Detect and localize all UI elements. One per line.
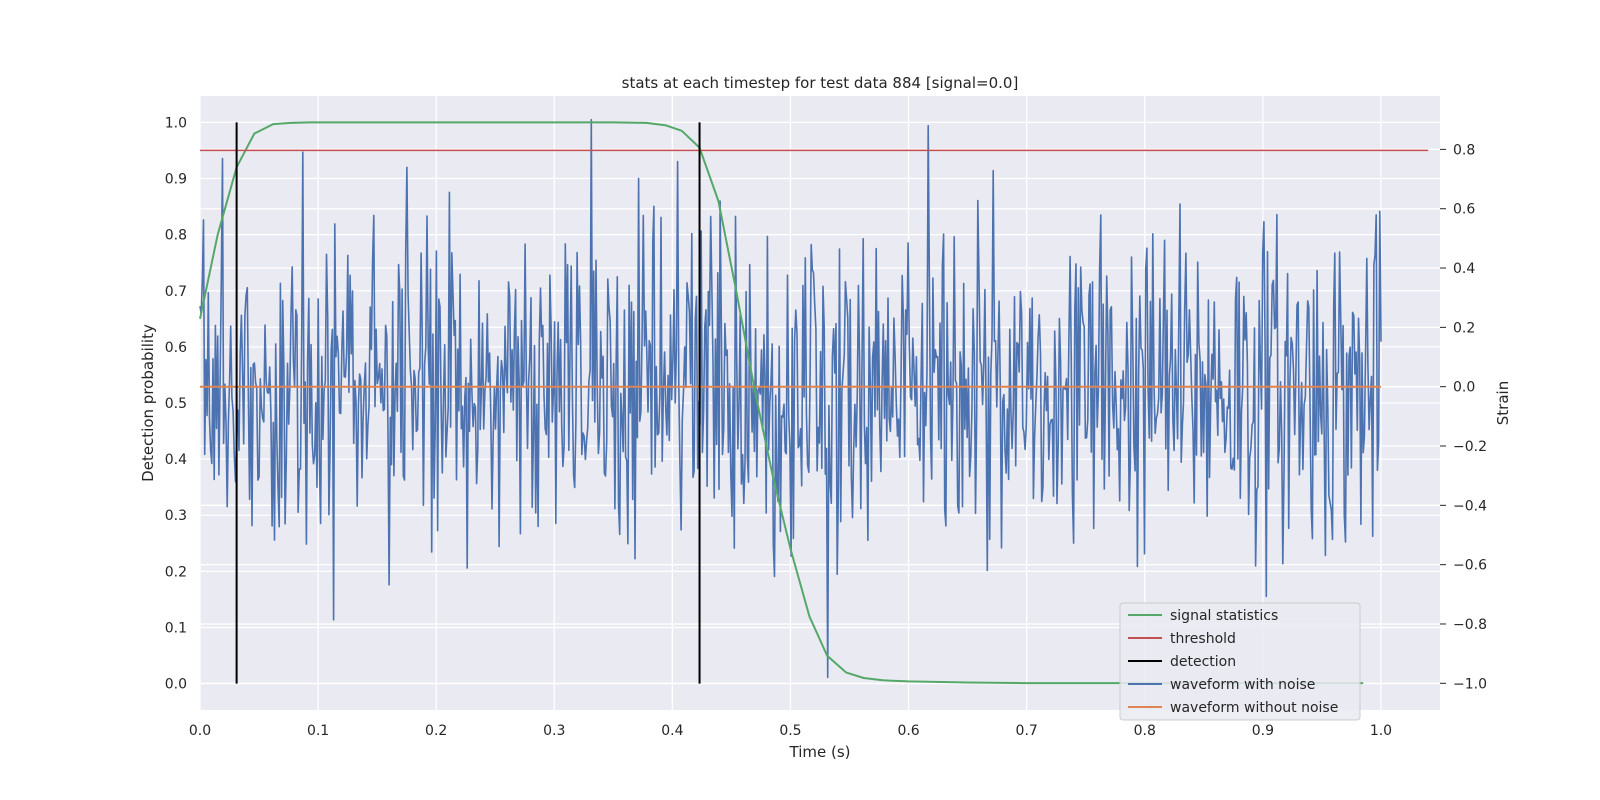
series-layer <box>199 118 1429 685</box>
y-tick-label: 0.3 <box>165 508 187 524</box>
y2-tick-label: 0.4 <box>1453 261 1475 277</box>
y-tick-label: 0.0 <box>165 677 187 693</box>
x-tick-label: 0.0 <box>189 723 211 739</box>
y2-axis-ticks: −1.0 −0.8 −0.6 −0.4 −0.2 0.0 0.2 0.4 0.6 0.8 <box>1440 142 1487 692</box>
x-axis-ticks: 0.0 0.1 0.2 0.3 0.4 0.5 0.6 0.7 0.8 0.9 1.0 <box>189 723 1392 739</box>
y2-axis-label: Strain <box>1494 381 1512 425</box>
legend-label-signal-statistics: signal statistics <box>1170 608 1278 624</box>
x-tick-label: 0.3 <box>543 723 565 739</box>
y2-tick-label: −0.4 <box>1453 498 1487 514</box>
y-tick-label: 0.5 <box>165 396 187 412</box>
x-tick-label: 0.2 <box>425 723 447 739</box>
y-tick-label: 0.9 <box>165 172 187 188</box>
y2-tick-label: 0.2 <box>1453 320 1475 336</box>
y2-tick-label: −0.6 <box>1453 558 1487 574</box>
y2-tick-label: −1.0 <box>1453 676 1487 692</box>
series-signal-statistics-line <box>199 121 1364 685</box>
y2-tick-label: 0.0 <box>1453 380 1475 396</box>
y2-tick-label: −0.2 <box>1453 439 1487 455</box>
y-tick-label: 0.6 <box>165 340 187 356</box>
x-tick-label: 0.4 <box>661 723 683 739</box>
y-tick-label: 0.4 <box>165 452 187 468</box>
y2-tick-label: 0.6 <box>1453 202 1475 218</box>
y-axis-ticks: 0.0 0.1 0.2 0.3 0.4 0.5 0.6 0.7 0.8 0.9 1.0 <box>165 115 187 692</box>
y2-tick-label: −0.8 <box>1453 617 1487 633</box>
x-tick-label: 0.9 <box>1252 723 1274 739</box>
x-tick-label: 0.6 <box>897 723 919 739</box>
legend-label-waveform-with-noise: waveform with noise <box>1170 677 1315 693</box>
y-tick-label: 0.8 <box>165 228 187 244</box>
x-tick-label: 0.1 <box>307 723 329 739</box>
y2-tick-label: 0.8 <box>1453 142 1475 158</box>
chart-title: stats at each timestep for test data 884… <box>622 74 1019 92</box>
x-tick-label: 0.8 <box>1134 723 1156 739</box>
y-tick-label: 1.0 <box>165 115 187 131</box>
x-tick-label: 1.0 <box>1370 723 1392 739</box>
y-axis-label: Detection probability <box>139 324 157 482</box>
y-tick-label: 0.1 <box>165 620 187 636</box>
legend-label-threshold: threshold <box>1170 631 1236 647</box>
legend: signal statistics threshold detection wa… <box>1119 602 1361 721</box>
x-tick-label: 0.5 <box>779 723 801 739</box>
x-tick-label: 0.7 <box>1016 723 1038 739</box>
legend-label-detection: detection <box>1170 654 1236 670</box>
legend-label-waveform-without-noise: waveform without noise <box>1170 700 1338 716</box>
legend-box <box>1119 602 1361 721</box>
y-tick-label: 0.2 <box>165 564 187 580</box>
x-axis-label: Time (s) <box>789 743 851 761</box>
y-tick-label: 0.7 <box>165 284 187 300</box>
